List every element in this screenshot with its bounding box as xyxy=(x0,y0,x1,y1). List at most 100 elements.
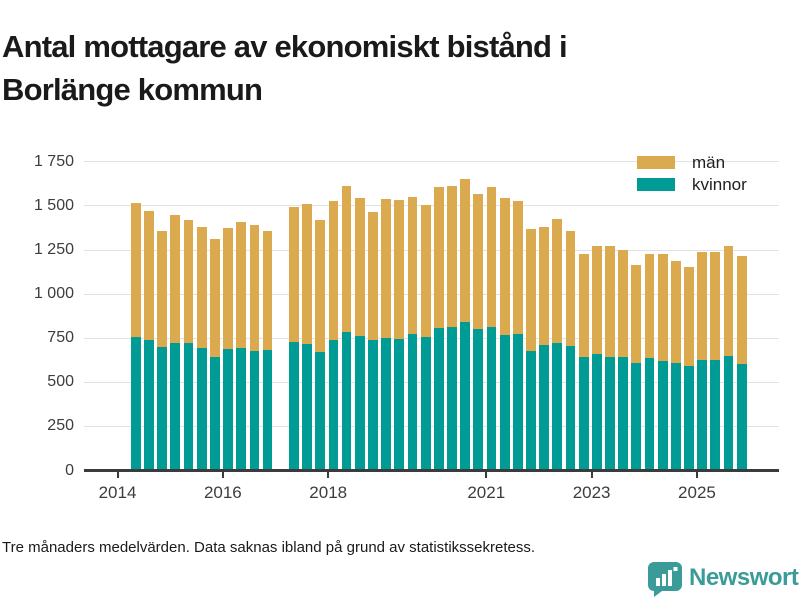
gridline-y-1500 xyxy=(84,205,779,207)
bar-man-2021-Q3 xyxy=(512,200,523,334)
legend-swatch-men xyxy=(637,156,675,169)
bar-man-2025-Q1 xyxy=(697,251,708,361)
bar-man-2018-Q1 xyxy=(328,200,339,340)
bar-kvinnor-2015-Q2 xyxy=(183,343,194,471)
bar-kvinnor-2018-Q3 xyxy=(354,335,365,471)
bar-man-2020-Q2 xyxy=(447,186,457,327)
bar-kvinnor-2020-Q4 xyxy=(473,329,484,471)
bar-kvinnor-2020-Q3 xyxy=(460,322,471,471)
gridline-y-1250 xyxy=(84,249,779,251)
bar-man-2022-Q4 xyxy=(578,254,589,357)
page-title: Antal mottagare av ekonomiskt bistånd i … xyxy=(2,28,568,107)
chart-footnote: Tre månaders medelvärden. Data saknas ib… xyxy=(2,539,536,556)
bar-kvinnor-2018-Q1 xyxy=(328,339,339,471)
bar-man-2016-Q2 xyxy=(236,221,247,348)
bar-man-2024-Q4 xyxy=(684,266,694,367)
bar-man-2022-Q1 xyxy=(539,227,550,346)
bar-man-2014-Q4 xyxy=(157,230,168,348)
y-axis-tick-label: 1 250 xyxy=(33,241,74,258)
y-axis-tick-label: 1 750 xyxy=(33,152,74,170)
bar-kvinnor-2018-Q2 xyxy=(341,332,352,471)
bar-kvinnor-2025-Q1 xyxy=(697,360,708,471)
bar-kvinnor-2016-Q4 xyxy=(262,349,273,471)
bar-kvinnor-2023-Q3 xyxy=(618,356,629,471)
bar-man-2025-Q3 xyxy=(723,245,734,356)
bar-kvinnor-2014-Q2 xyxy=(130,337,141,471)
bar-kvinnor-2020-Q1 xyxy=(433,327,444,471)
bar-kvinnor-2024-Q1 xyxy=(644,357,655,471)
bar-kvinnor-2022-Q1 xyxy=(539,345,550,471)
bar-man-2021-Q1 xyxy=(486,187,497,327)
bar-man-2023-Q3 xyxy=(618,250,629,357)
x-axis-tick-2014 xyxy=(116,471,119,478)
bar-man-2015-Q3 xyxy=(196,227,207,348)
y-axis-tick-label: 1 000 xyxy=(33,285,74,303)
bar-man-2015-Q2 xyxy=(183,220,194,344)
x-axis-tick-2016 xyxy=(221,471,224,478)
bar-man-2023-Q4 xyxy=(631,264,642,363)
x-axis-line xyxy=(84,469,779,472)
bar-kvinnor-2025-Q4 xyxy=(736,363,747,471)
bar-man-2020-Q1 xyxy=(433,187,444,328)
brand-name: Newsworthy xyxy=(689,564,800,591)
gridline-y-500 xyxy=(84,381,779,383)
bar-kvinnor-2023-Q1 xyxy=(591,354,602,471)
bar-man-2019-Q1 xyxy=(381,198,391,339)
x-axis-tick-label: 2018 xyxy=(309,482,348,502)
bar-man-2023-Q1 xyxy=(591,245,602,355)
x-axis-tick-2018 xyxy=(327,471,330,478)
bar-man-2024-Q2 xyxy=(657,254,668,362)
bar-man-2024-Q3 xyxy=(670,261,681,363)
bar-kvinnor-2019-Q1 xyxy=(381,338,391,471)
x-axis-tick-label: 2016 xyxy=(203,482,242,502)
bar-kvinnor-2019-Q4 xyxy=(420,337,431,471)
newsworthy-icon xyxy=(648,562,682,597)
bar-kvinnor-2025-Q2 xyxy=(710,360,721,471)
x-axis-tick-label: 2021 xyxy=(467,482,506,502)
bar-man-2024-Q1 xyxy=(644,254,655,358)
x-axis-tick-label: 2014 xyxy=(98,482,137,502)
x-axis-tick-label: 2025 xyxy=(678,482,716,502)
bar-man-2014-Q2 xyxy=(130,203,141,338)
bar-man-2017-Q4 xyxy=(315,220,326,353)
brand-logo: Newsworthy xyxy=(647,561,800,597)
bar-kvinnor-2024-Q2 xyxy=(657,361,668,471)
gridline-y-1750 xyxy=(84,161,779,163)
bar-man-2016-Q4 xyxy=(262,230,273,350)
bar-kvinnor-2019-Q3 xyxy=(407,333,418,471)
bar-man-2019-Q4 xyxy=(420,205,431,338)
y-axis-tick-label: 750 xyxy=(47,329,74,347)
x-axis-tick-label: 2023 xyxy=(572,482,611,502)
bar-kvinnor-2016-Q1 xyxy=(223,348,233,471)
legend-label-men: män xyxy=(692,153,726,172)
x-axis-tick-2025 xyxy=(695,471,698,478)
legend-label-women: kvinnor xyxy=(692,175,747,194)
bar-kvinnor-2014-Q3 xyxy=(144,339,154,471)
bar-kvinnor-2022-Q3 xyxy=(565,346,576,471)
bar-man-2020-Q3 xyxy=(460,178,471,323)
bar-kvinnor-2022-Q4 xyxy=(578,356,589,471)
bar-man-2017-Q3 xyxy=(302,204,312,345)
bar-kvinnor-2021-Q1 xyxy=(486,326,497,471)
bar-kvinnor-2017-Q3 xyxy=(302,344,312,471)
y-axis-tick-label: 1 500 xyxy=(33,196,74,214)
bar-man-2025-Q4 xyxy=(736,256,747,364)
bar-man-2020-Q4 xyxy=(473,193,484,330)
gridline-y-1000 xyxy=(84,293,779,295)
gridline-y-250 xyxy=(84,425,779,427)
bar-kvinnor-2017-Q2 xyxy=(289,341,299,471)
bar-man-2018-Q2 xyxy=(341,186,352,332)
bar-kvinnor-2015-Q1 xyxy=(170,342,181,471)
bar-man-2021-Q2 xyxy=(499,197,510,335)
legend-swatch-women xyxy=(637,178,675,191)
bar-kvinnor-2019-Q2 xyxy=(394,339,405,471)
bar-kvinnor-2016-Q2 xyxy=(236,347,247,471)
bar-kvinnor-2021-Q4 xyxy=(526,350,536,471)
x-axis-tick-2021 xyxy=(485,471,488,478)
bar-kvinnor-2024-Q4 xyxy=(684,366,694,471)
bar-kvinnor-2023-Q4 xyxy=(631,362,642,471)
bar-kvinnor-2023-Q2 xyxy=(605,356,615,471)
bar-kvinnor-2020-Q2 xyxy=(447,326,457,471)
bar-man-2015-Q1 xyxy=(170,214,181,343)
